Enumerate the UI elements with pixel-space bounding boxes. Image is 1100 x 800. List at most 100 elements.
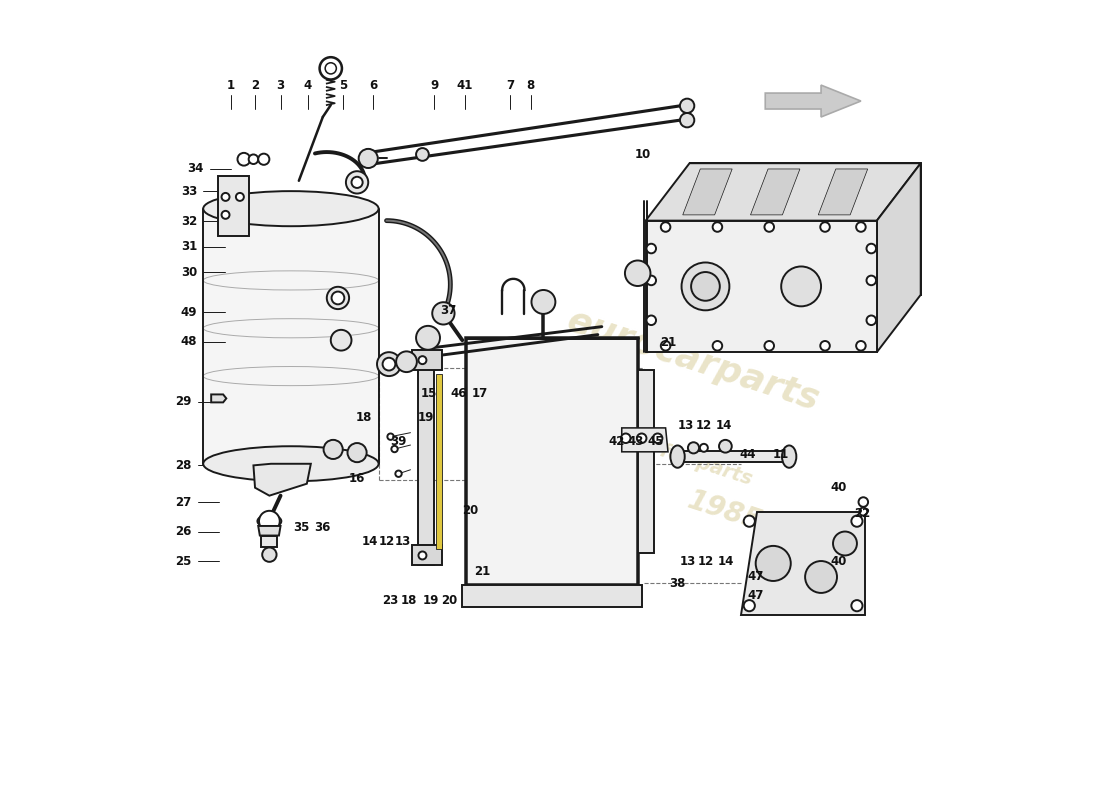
Text: 25: 25: [175, 554, 191, 567]
Polygon shape: [690, 163, 921, 294]
Text: 28: 28: [175, 459, 191, 472]
Circle shape: [258, 154, 270, 165]
Text: 18: 18: [355, 411, 372, 424]
Text: 47: 47: [748, 589, 763, 602]
Text: 8: 8: [527, 78, 535, 91]
Text: 41: 41: [456, 78, 473, 91]
Circle shape: [432, 302, 454, 325]
Text: 48: 48: [180, 335, 197, 348]
Circle shape: [621, 434, 630, 443]
Circle shape: [682, 262, 729, 310]
Text: 14: 14: [362, 535, 378, 549]
Text: 6: 6: [368, 78, 377, 91]
Polygon shape: [436, 374, 442, 549]
Circle shape: [764, 222, 774, 232]
Text: 19: 19: [417, 411, 433, 424]
Text: 36: 36: [315, 521, 331, 534]
Text: 43: 43: [628, 435, 645, 448]
Polygon shape: [766, 85, 861, 117]
Text: 4: 4: [304, 78, 311, 91]
Circle shape: [221, 193, 230, 201]
Polygon shape: [211, 394, 227, 402]
Circle shape: [326, 62, 337, 74]
Text: 42: 42: [608, 435, 625, 448]
Text: 45: 45: [648, 435, 664, 448]
Circle shape: [856, 222, 866, 232]
Circle shape: [221, 211, 230, 219]
Circle shape: [323, 440, 343, 459]
Circle shape: [249, 154, 258, 164]
Circle shape: [327, 286, 349, 309]
Ellipse shape: [204, 191, 378, 226]
Text: 26: 26: [175, 525, 191, 538]
Circle shape: [352, 177, 363, 188]
Circle shape: [867, 244, 876, 254]
Text: 33: 33: [180, 185, 197, 198]
Circle shape: [719, 440, 732, 453]
Circle shape: [262, 547, 276, 562]
Bar: [646, 221, 877, 352]
Text: 32: 32: [180, 215, 197, 228]
Text: 5: 5: [339, 78, 346, 91]
Circle shape: [688, 442, 700, 454]
Text: 22: 22: [855, 506, 870, 520]
Circle shape: [661, 341, 670, 350]
Circle shape: [856, 341, 866, 350]
Polygon shape: [741, 512, 865, 615]
Text: 9: 9: [430, 78, 439, 91]
Circle shape: [781, 266, 821, 306]
Circle shape: [416, 326, 440, 350]
Text: 49: 49: [180, 306, 197, 319]
Text: 47: 47: [748, 570, 763, 583]
Circle shape: [851, 515, 862, 526]
Circle shape: [637, 434, 647, 443]
Circle shape: [859, 508, 867, 515]
Polygon shape: [750, 169, 800, 215]
Ellipse shape: [204, 446, 378, 482]
Bar: [218, 176, 250, 236]
Text: 20: 20: [462, 503, 478, 517]
Text: 31: 31: [180, 241, 197, 254]
Polygon shape: [678, 451, 789, 462]
Bar: [466, 338, 638, 585]
Circle shape: [647, 315, 656, 325]
Ellipse shape: [257, 515, 282, 527]
Circle shape: [647, 276, 656, 285]
Circle shape: [383, 358, 395, 370]
Text: 39: 39: [390, 435, 407, 448]
Text: 13: 13: [678, 419, 694, 432]
Text: 13: 13: [395, 535, 411, 549]
Circle shape: [359, 149, 377, 168]
Text: 29: 29: [175, 395, 191, 408]
Ellipse shape: [670, 446, 684, 468]
Circle shape: [418, 356, 427, 364]
Text: 38: 38: [670, 577, 685, 590]
Polygon shape: [638, 370, 653, 553]
Circle shape: [851, 600, 862, 611]
Circle shape: [700, 444, 708, 452]
Text: 30: 30: [180, 266, 197, 279]
Polygon shape: [412, 350, 442, 370]
Polygon shape: [253, 464, 311, 496]
Circle shape: [833, 531, 857, 555]
Circle shape: [867, 315, 876, 325]
Text: 1985: 1985: [684, 486, 767, 537]
Circle shape: [744, 600, 755, 611]
Text: 23: 23: [383, 594, 398, 607]
Polygon shape: [462, 585, 641, 607]
Text: 21: 21: [660, 336, 676, 349]
Polygon shape: [418, 350, 434, 565]
Text: 10: 10: [635, 148, 651, 161]
Circle shape: [392, 446, 398, 452]
Circle shape: [713, 222, 723, 232]
Text: 3: 3: [276, 78, 285, 91]
Text: 46: 46: [450, 387, 466, 400]
Polygon shape: [683, 169, 733, 215]
Circle shape: [625, 261, 650, 286]
Text: 40: 40: [830, 481, 847, 494]
Circle shape: [377, 352, 400, 376]
Text: 37: 37: [440, 304, 456, 318]
Circle shape: [531, 290, 556, 314]
Text: 20: 20: [441, 594, 456, 607]
Ellipse shape: [782, 446, 796, 468]
